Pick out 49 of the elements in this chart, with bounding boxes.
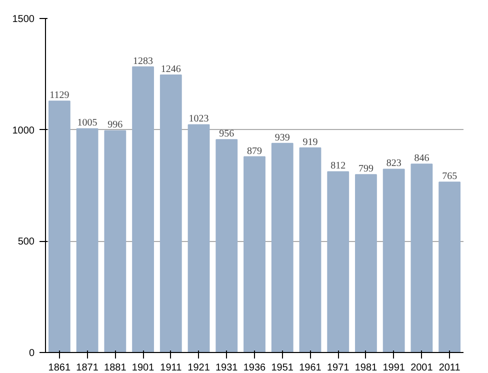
x-tick-label: 1981 [354,362,378,373]
bar [244,156,266,352]
x-tick-label: 2011 [438,362,461,373]
x-tick-label: 1881 [104,362,127,373]
bar [299,147,322,352]
data-label: 823 [386,158,402,170]
data-label: 939 [274,132,290,144]
data-label: 1246 [160,64,181,76]
data-label: 1129 [50,90,70,102]
x-tick-label: 1951 [271,362,294,373]
bar [132,66,154,352]
x-tick-label: 1921 [188,362,210,373]
bar [104,130,126,352]
x-tick-label: 1971 [326,362,350,373]
bar [438,182,461,352]
bar [76,128,98,352]
bar [160,74,182,352]
bar [382,168,405,352]
y-tick-label: 1500 [12,14,35,25]
x-tick-label: 1991 [382,362,406,373]
x-tick-label: 1861 [48,362,71,373]
data-label: 799 [358,164,374,175]
data-label: 879 [247,146,262,157]
x-tick-label: 1936 [243,362,266,373]
data-label: 1023 [188,114,209,125]
x-tick-label: 1901 [132,362,155,373]
x-tick-label: 1871 [76,362,99,373]
data-label: 996 [108,120,123,131]
bar [327,171,350,352]
bar [48,100,70,352]
x-tick-label: 1961 [299,362,322,373]
bar [216,139,238,352]
bar [410,164,433,352]
data-label: 919 [302,136,318,148]
y-tick-label: 0 [28,348,35,359]
data-label: 765 [442,171,458,182]
x-tick-label: 1931 [216,362,238,373]
bar [271,142,294,352]
bar [355,174,377,352]
data-label: 956 [219,128,234,140]
data-label: 812 [330,160,346,172]
y-tick-label: 500 [18,236,35,248]
data-label: 1283 [133,56,154,67]
x-tick-label: 2001 [410,362,434,373]
data-label: 846 [414,153,430,164]
x-tick-label: 1911 [160,362,182,373]
bar [188,124,210,352]
data-label: 1005 [77,118,98,129]
y-tick-label: 1000 [12,125,35,136]
